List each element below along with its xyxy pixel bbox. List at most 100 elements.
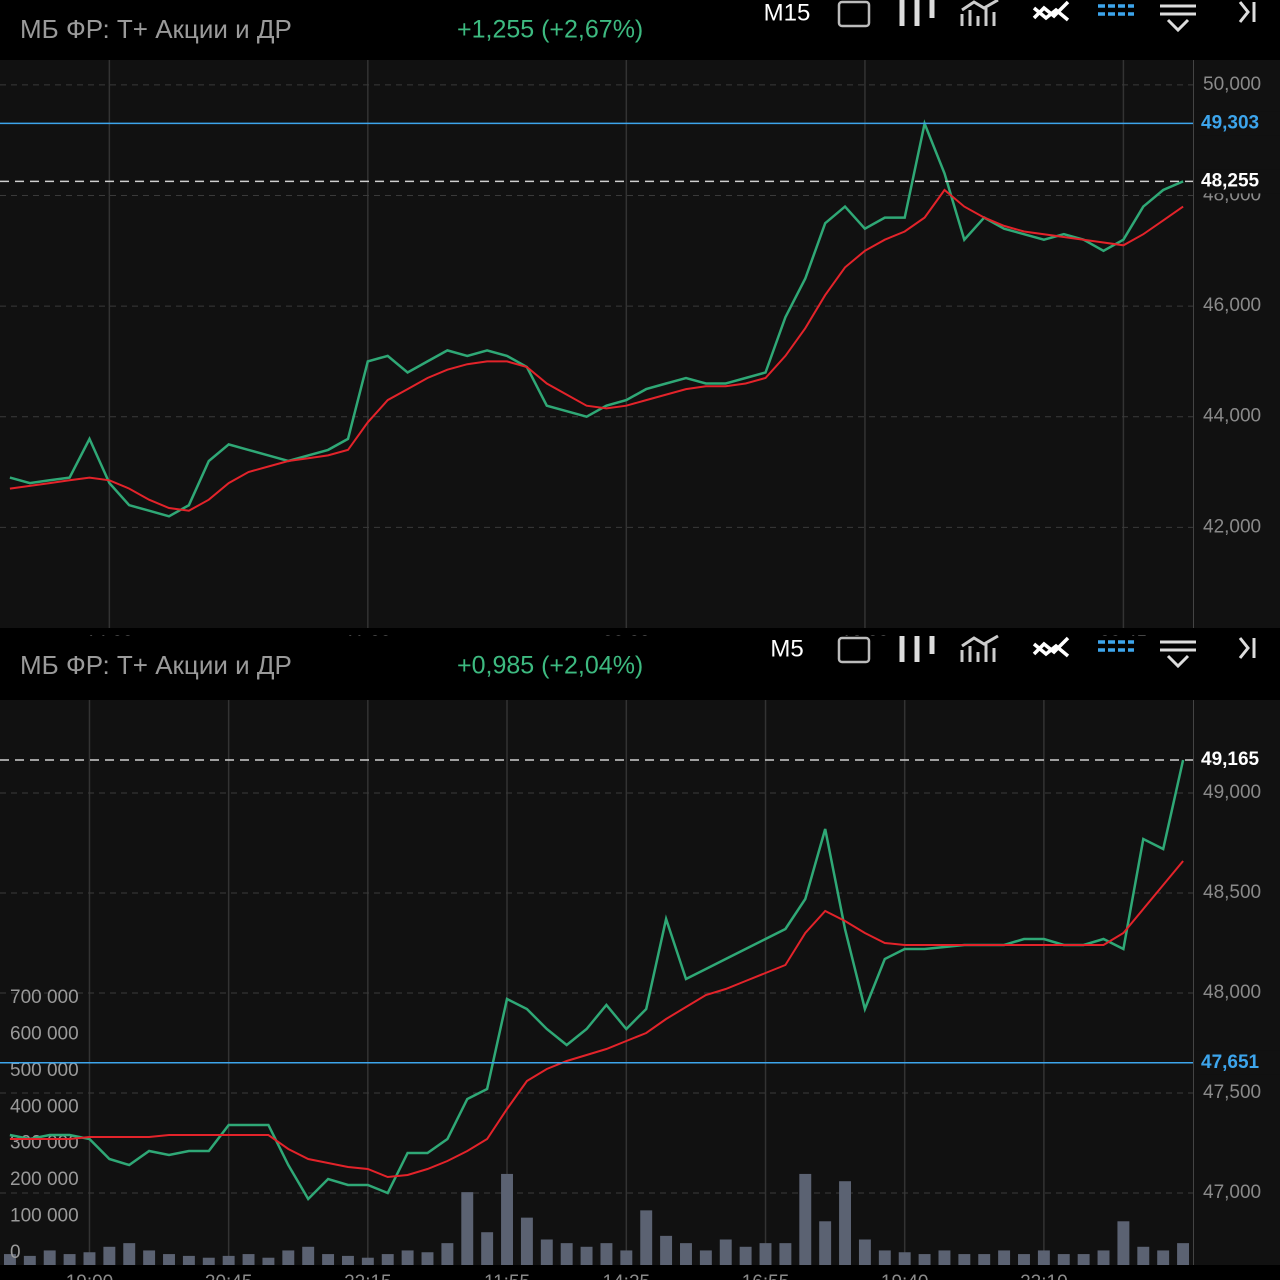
volume-bar — [938, 1250, 951, 1265]
volume-bar — [182, 1255, 195, 1265]
icon-compare[interactable] — [1032, 0, 1070, 22]
level-label-background — [1196, 1050, 1280, 1075]
volume-bar — [123, 1243, 136, 1265]
icon-calendar[interactable] — [837, 636, 871, 664]
x-tick-label: 22:10 — [1020, 1272, 1068, 1280]
timeframe[interactable]: M5 — [770, 635, 803, 662]
volume-bar — [282, 1250, 295, 1265]
volume-bar — [1177, 1243, 1190, 1265]
volume-bar — [1097, 1250, 1110, 1265]
icon-levels[interactable] — [1098, 640, 1134, 652]
icon-filter[interactable] — [1160, 640, 1196, 669]
y-tick-label: 47,500 — [1203, 1082, 1261, 1103]
icon-candles[interactable] — [899, 0, 935, 26]
icon-indicators[interactable] — [960, 0, 999, 26]
chart-panel: МБ ФР: Т+ Акции и ДР +0,985 (+2,04%) M5 19:… — [0, 634, 1280, 1280]
moving-average — [9, 860, 1184, 1179]
volume-bar — [719, 1239, 732, 1265]
volume-bar — [998, 1250, 1011, 1265]
icon-calendar[interactable] — [837, 0, 871, 28]
level-label: 48,255 — [1201, 170, 1260, 191]
icon-compare[interactable] — [1032, 636, 1070, 658]
x-tick-label: 19:40 — [881, 1272, 929, 1280]
level-label: 49,303 — [1201, 112, 1259, 133]
timeframe[interactable]: M15 — [764, 0, 811, 26]
volume-tick-label: 500 000 — [10, 1060, 79, 1081]
x-tick-label: 22:15 — [344, 1272, 392, 1280]
volume-bar — [461, 1192, 474, 1265]
volume-bar — [680, 1243, 692, 1265]
volume-bar — [63, 1254, 76, 1265]
volume-bar — [978, 1254, 991, 1265]
volume-bar — [143, 1250, 156, 1265]
level-label-background — [1196, 111, 1280, 136]
y-tick-label: 46,000 — [1203, 295, 1261, 316]
volume-bar — [739, 1246, 752, 1265]
volume-bar — [222, 1255, 235, 1265]
volume-bar — [302, 1246, 315, 1265]
icon-end[interactable] — [1238, 637, 1256, 659]
y-tick-label: 42,000 — [1203, 516, 1261, 537]
volume-bar — [401, 1250, 414, 1265]
volume-bar — [441, 1243, 454, 1265]
price-change: +1,255 (+2,67%) — [457, 16, 643, 44]
volume-bar — [1037, 1250, 1050, 1265]
icon-indicators[interactable] — [960, 634, 999, 662]
volume-bar — [878, 1250, 891, 1265]
volume-bar — [242, 1254, 255, 1265]
volume-bar — [1018, 1254, 1030, 1265]
volume-bar — [1157, 1250, 1170, 1265]
icon-levels[interactable] — [1098, 4, 1134, 16]
y-tick-label: 47,000 — [1203, 1182, 1261, 1203]
price-change: +0,985 (+2,04%) — [457, 652, 643, 680]
volume-bar — [1137, 1246, 1150, 1265]
level-label: 49,165 — [1201, 749, 1260, 770]
icon-end[interactable] — [1238, 1, 1256, 23]
volume-bar — [481, 1232, 494, 1265]
volume-bar — [3, 1254, 16, 1265]
volume-bar — [1117, 1221, 1130, 1265]
icon-candles[interactable] — [899, 636, 935, 662]
volume-bar — [381, 1254, 394, 1265]
volume-bar — [958, 1254, 971, 1265]
volume-bar — [759, 1243, 772, 1265]
y-tick-label: 49,000 — [1203, 782, 1261, 803]
volume-bar — [819, 1221, 832, 1265]
exchange-label: МБ ФР: Т+ Акции и ДР — [20, 650, 292, 680]
volume-bar — [202, 1257, 215, 1265]
volume-bar — [421, 1252, 434, 1265]
volume-bar — [839, 1181, 852, 1265]
x-tick-label: 20:45 — [205, 1272, 253, 1280]
volume-bar — [898, 1252, 911, 1265]
volume-bar — [600, 1243, 613, 1265]
volume-bar — [23, 1255, 36, 1265]
volume-bar — [520, 1217, 533, 1265]
level-label-background — [1196, 169, 1280, 194]
volume-bar — [103, 1246, 116, 1265]
plot-background — [0, 700, 1280, 1265]
volume-tick-label: 0 — [10, 1242, 21, 1263]
volume-bar — [341, 1255, 354, 1265]
volume-bar — [799, 1173, 812, 1265]
exchange-label: МБ ФР: Т+ Акции и ДР — [20, 14, 292, 44]
volume-tick-label: 100 000 — [10, 1206, 79, 1227]
volume-bar — [1077, 1254, 1090, 1265]
volume-bar — [322, 1254, 335, 1265]
y-tick-label: 48,500 — [1203, 882, 1261, 903]
volume-bar — [262, 1257, 275, 1265]
volume-bar — [540, 1239, 553, 1265]
y-tick-label: 50,000 — [1203, 74, 1261, 95]
plot-background — [0, 60, 1280, 628]
chart-panel: МБ ФР: Т+ Акции и ДР+1,255 (+2,67%)M1514… — [0, 0, 1280, 654]
volume-bar — [83, 1252, 96, 1265]
volume-tick-label: 600 000 — [10, 1023, 79, 1044]
volume-tick-label: 400 000 — [10, 1096, 79, 1117]
x-tick-label: 16:55 — [742, 1272, 790, 1280]
volume-bar — [1057, 1254, 1070, 1265]
volume-bar — [858, 1239, 871, 1265]
icon-filter[interactable] — [1160, 4, 1196, 33]
volume-tick-label: 700 000 — [10, 987, 79, 1008]
volume-bar — [620, 1250, 633, 1265]
x-tick-label: 11:55 — [484, 1272, 530, 1280]
